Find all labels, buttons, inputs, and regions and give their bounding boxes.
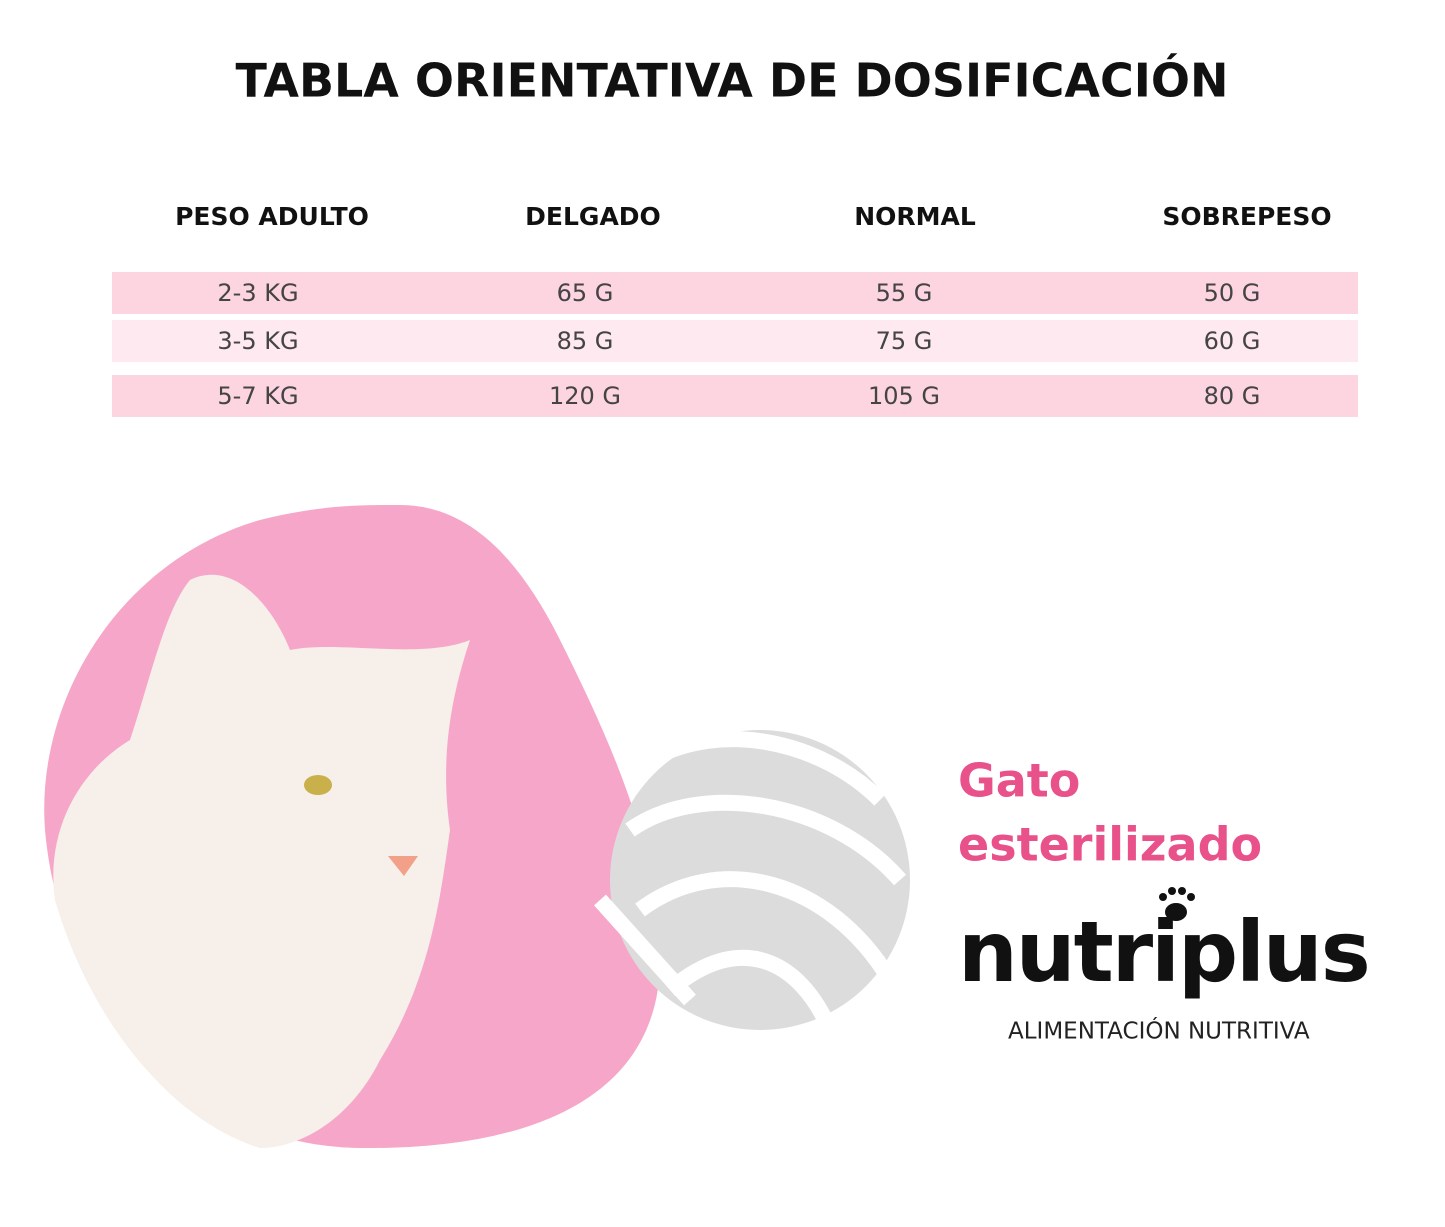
tagline: ALIMENTACIÓN NUTRITIVA	[1008, 1017, 1310, 1045]
table-row	[112, 272, 1358, 314]
table-cell: 3-5 KG	[217, 327, 298, 355]
table-cell: 120 G	[549, 382, 621, 410]
dosage-table: PESO ADULTO DELGADO NORMAL SOBREPESO 2-3 KG 6…	[112, 202, 1358, 417]
cat	[53, 574, 471, 1148]
table-cell: 2-3 KG	[217, 279, 298, 307]
table-row	[112, 320, 1358, 362]
brand: nutriplus	[958, 903, 1369, 1001]
product-line2: esterilizado	[958, 818, 1262, 872]
table-cell: 50 G	[1204, 279, 1261, 307]
table-cell: 60 G	[1204, 327, 1261, 355]
yarn-stripes	[594, 731, 907, 1034]
table-cell: 105 G	[868, 382, 940, 410]
table-cell: 55 G	[876, 279, 933, 307]
cat-illustration	[44, 505, 910, 1149]
column-header: PESO ADULTO	[175, 202, 369, 231]
column-header: NORMAL	[854, 202, 976, 231]
title: TABLA ORIENTATIVA DE DOSIFICACIÓN	[236, 54, 1229, 108]
column-header: DELGADO	[525, 202, 661, 231]
table-cell: 80 G	[1204, 382, 1261, 410]
table-cell: 75 G	[876, 327, 933, 355]
cat-eye	[304, 775, 332, 795]
column-header: SOBREPESO	[1162, 202, 1331, 231]
product-line1: Gato	[958, 754, 1080, 808]
table-cell: 65 G	[557, 279, 614, 307]
paw-icon	[1159, 887, 1195, 921]
table-row	[112, 375, 1358, 417]
table-cell: 85 G	[557, 327, 614, 355]
table-cell: 5-7 KG	[217, 382, 298, 410]
cat-nose	[388, 856, 418, 876]
